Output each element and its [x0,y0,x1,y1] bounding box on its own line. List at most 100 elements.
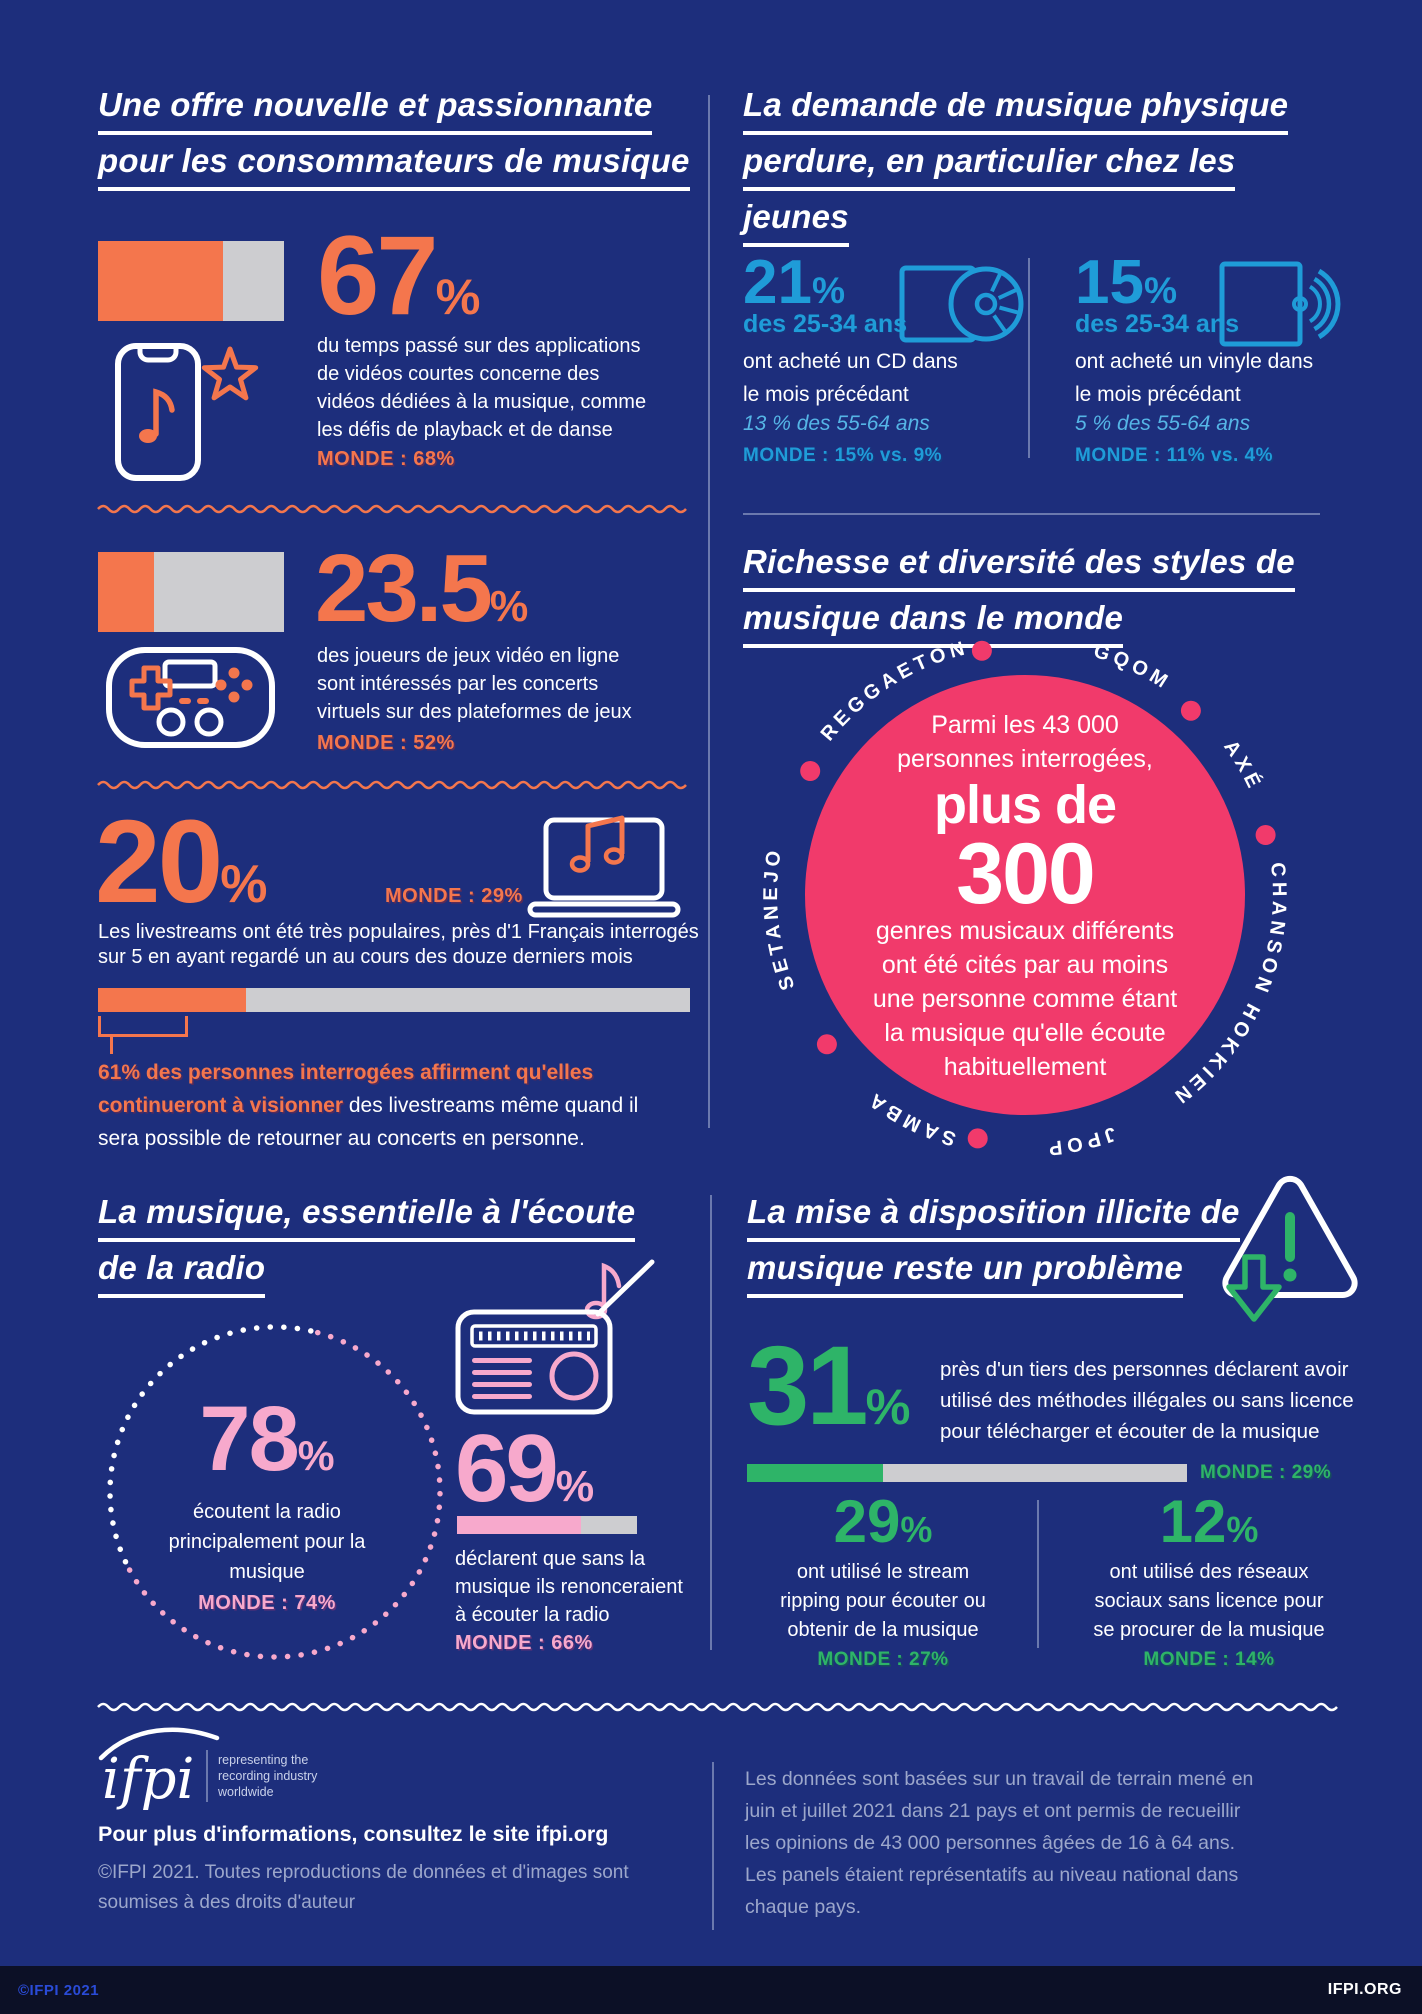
stat-short-video-world: MONDE : 68% [317,448,455,470]
stat-radio-value: 78% [199,1388,335,1490]
ifpi-logo: ifpi [102,1747,195,1812]
footer-copyright: ©IFPI 2021. Toutes reproductions de donn… [98,1858,629,1918]
desc-line: de vidéos courtes concerne des [317,363,600,385]
desc-line: ont acheté un CD dans [743,350,958,373]
desc-line: sont intéressés par les concerts [317,673,599,695]
title-line: La mise à disposition illicite de [747,1193,1240,1242]
title-line: La musique, essentielle à l'écoute [98,1193,636,1242]
logo-tagline: representing the recording industry worl… [218,1752,317,1800]
stat-gaming-desc: des joueurs de jeux vidéo en ligne sont … [317,642,632,726]
svg-text:SETANEJO: SETANEJO [760,845,799,993]
title-line: pour les consommateurs de musique [98,142,690,191]
stat-vinyl-group: des 25-34 ans [1075,310,1239,338]
stat-stream-ripping-value: 29% [833,1488,933,1555]
stat-radio-world: MONDE : 74% [198,1592,336,1614]
desc-line: ont acheté un vinyle dans [1075,350,1314,373]
desc-line: le mois précédant [743,383,909,406]
stat-livestream-desc: Les livestreams ont été très populaires,… [98,920,699,970]
desc-line: sur 5 en ayant regardé un au cours des d… [98,946,633,968]
column-divider-top [708,95,710,1128]
title-line: La demande de musique physique [743,86,1289,135]
circle-line: personnes interrogées, [897,745,1153,773]
copyright-line: ©IFPI 2021. Toutes reproductions de donn… [98,1862,629,1883]
game-controller-icon [106,647,275,748]
stat-cd-older: 13 % des 55-64 ans [743,412,930,435]
desc-line: ont utilisé des réseaux [1109,1561,1309,1583]
footer-info-link[interactable]: Pour plus d'informations, consultez le s… [98,1822,609,1846]
wavy-divider [97,780,687,790]
stat-social-world: MONDE : 14% [1143,1649,1275,1670]
stat-gaming-world: MONDE : 52% [317,732,455,754]
gaming-bar-chart [98,552,284,632]
stat-piracy-value: 31% [747,1323,911,1448]
stat-cd-group: des 25-34 ans [743,310,907,338]
ifpi-logo-swoosh [98,1727,220,1761]
stat-cd-world: MONDE : 15% vs. 9% [743,445,943,466]
desc-line: écoutent la radio [193,1501,341,1523]
circle-line: habituellement [943,1053,1107,1081]
wavy-divider [97,504,687,514]
down-arrow-icon [1226,1254,1282,1322]
sub-divider [1037,1500,1039,1648]
desc-line: se procurer de la musique [1093,1619,1325,1641]
plain-text: sera possible de retourner au concerts e… [98,1127,585,1150]
bracket-annotation [98,1016,188,1037]
bottom-bar-copyright: ©IFPI 2021 [18,1982,100,1999]
desc-line: sociaux sans licence pour [1094,1590,1324,1612]
stat-vinyl-world: MONDE : 11% vs. 4% [1075,445,1274,466]
tagline-line: representing the [218,1753,309,1767]
stat-vinyl-older: 5 % des 55-64 ans [1075,412,1251,435]
radio-icon [455,1259,655,1415]
title-line: de la radio [98,1249,266,1298]
stat-piracy-world: MONDE : 29% [1200,1462,1332,1483]
desc-line: ont utilisé le stream [796,1561,970,1583]
desc-line: Les livestreams ont été très populaires,… [98,921,699,943]
svg-text:AXÉ: AXÉ [1219,736,1267,795]
desc-line: près d'un tiers des personnes déclarent … [940,1358,1349,1381]
radio-quit-bar [457,1516,637,1534]
circle-line: une personne comme étant [872,985,1178,1013]
stat-social: 12% ont utilisé des réseaux sociaux sans… [1068,1492,1350,1671]
stat-livestream-world: MONDE : 29% [385,885,523,907]
bottom-bar-site-link[interactable]: IFPI.ORG [1327,1981,1402,1998]
note-line: juin et juillet 2021 dans 21 pays et ont… [745,1800,1241,1822]
desc-line: utilisé des méthodes illégales ou sans l… [940,1389,1354,1412]
stat-radio-desc: écoutent la radio principalement pour la… [132,1497,402,1587]
dotted-circle [107,1324,443,1660]
tagline-line: worldwide [218,1785,274,1799]
tagline-line: recording industry [218,1769,318,1783]
title-line: Une offre nouvelle et passionnante [98,86,653,135]
sub-divider [1028,258,1030,458]
desc-line: les défis de playback et de danse [317,419,613,441]
genre-ring-dots [800,640,1276,1149]
desc-line: du temps passé sur des applications [317,335,641,357]
piracy-progress-bar [747,1464,1187,1482]
stat-short-video-value: 67% [317,213,481,338]
stat-cd-desc: ont acheté un CD dans le mois précédant [743,345,958,411]
desc-line: le mois précédant [1075,383,1241,406]
livestream-progress-bar [98,988,690,1012]
copyright-line: soumises à des droits d'auteur [98,1892,356,1913]
title-line: perdure, en particulier chez les [743,142,1236,191]
circle-big-text: plus de [933,775,1117,835]
desc-line: pour télécharger et écouter de la musiqu… [940,1420,1320,1443]
note-line: Les panels étaient représentatifs au niv… [745,1864,1239,1886]
column-divider-bottom [710,1195,712,1650]
laptop-music-icon [527,815,681,918]
desc-line: à écouter la radio [455,1604,610,1626]
stat-vinyl-desc: ont acheté un vinyle dans le mois précéd… [1075,345,1313,411]
section-title-piracy: La mise à disposition illicite de musiqu… [747,1193,1240,1305]
wavy-divider-footer [97,1702,1338,1712]
stat-stream-ripping: 29% ont utilisé le stream ripping pour é… [747,1492,1019,1671]
stat-gaming-value: 23.5% [315,535,529,642]
circle-line: ont été cités par au moins [881,951,1169,979]
note-line: Les données sont basées sur un travail d… [745,1768,1254,1790]
footer-methodology: Les données sont basées sur un travail d… [745,1763,1253,1923]
footer-divider [712,1762,714,1930]
section-title-diversity: Richesse et diversité des styles de musi… [743,543,1295,655]
desc-line: obtenir de la musique [787,1619,979,1641]
desc-line: ripping pour écouter ou [780,1590,986,1612]
section-title-physical: La demande de musique physique perdure, … [743,86,1289,254]
warning-download-icon [1222,1176,1358,1322]
